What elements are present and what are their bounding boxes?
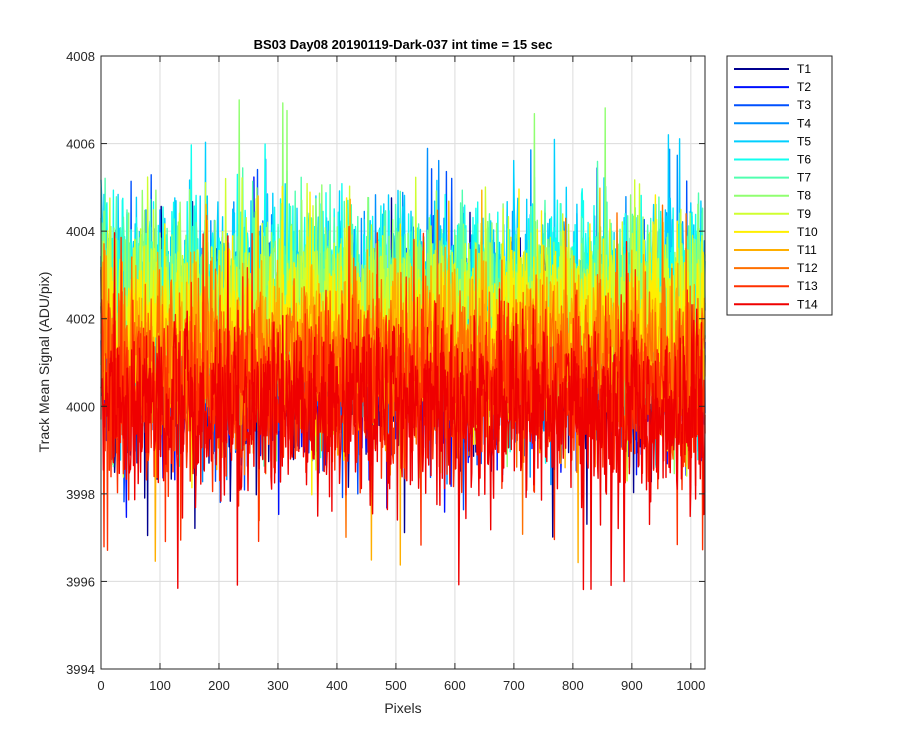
x-tick-label: 0: [97, 678, 104, 693]
legend-label-t1: T1: [797, 62, 811, 76]
legend-label-t13: T13: [797, 279, 818, 293]
legend: T1 T2 T3 T4 T5 T6 T7 T8 T9 T10 T11 T12 T13 T14: [726, 55, 833, 316]
y-tick-label: 4008: [66, 49, 95, 64]
legend-label-t10: T10: [797, 225, 818, 239]
x-tick-label: 400: [326, 678, 348, 693]
y-axis-title: Track Mean Signal (ADU/pix): [36, 272, 52, 453]
x-tick-label: 500: [385, 678, 407, 693]
x-tick-label: 600: [444, 678, 466, 693]
y-tick-label: 3998: [66, 487, 95, 502]
y-tick-label: 3996: [66, 574, 95, 589]
plot-frame: [100, 55, 706, 670]
legend-label-t7: T7: [797, 171, 811, 185]
x-tick-label: 200: [208, 678, 230, 693]
y-tick-label: 4006: [66, 137, 95, 152]
y-tick-label: 4002: [66, 312, 95, 327]
series-layer: [100, 99, 706, 591]
legend-label-t4: T4: [797, 116, 811, 130]
legend-label-t5: T5: [797, 134, 811, 148]
x-tick-label: 1000: [676, 678, 705, 693]
x-axis-title: Pixels: [384, 700, 421, 716]
x-tick-label: 800: [562, 678, 584, 693]
legend-label-t3: T3: [797, 98, 811, 112]
y-axis: 3994 3996 3998 4000 4002 4004 4006 4008: [66, 49, 705, 677]
legend-label-t12: T12: [797, 261, 818, 275]
x-tick-label: 100: [149, 678, 171, 693]
legend-label-t8: T8: [797, 189, 811, 203]
legend-label-t9: T9: [797, 207, 811, 221]
x-tick-label: 300: [267, 678, 289, 693]
legend-box: [726, 55, 833, 316]
x-tick-label: 900: [621, 678, 643, 693]
legend-label-t14: T14: [797, 297, 818, 311]
series-line-t14: [100, 232, 706, 591]
y-tick-label: 4000: [66, 399, 95, 414]
x-tick-label: 700: [503, 678, 525, 693]
legend-label-t2: T2: [797, 80, 811, 94]
legend-label-t6: T6: [797, 153, 811, 167]
legend-label-t11: T11: [797, 243, 817, 257]
chart-title: BS03 Day08 20190119-Dark-037 int time = …: [254, 37, 553, 52]
x-axis: 0 100 200 300 400 500 600 700 800 900 1000: [97, 56, 705, 693]
y-tick-label: 4004: [66, 224, 95, 239]
y-tick-label: 3994: [66, 662, 95, 677]
